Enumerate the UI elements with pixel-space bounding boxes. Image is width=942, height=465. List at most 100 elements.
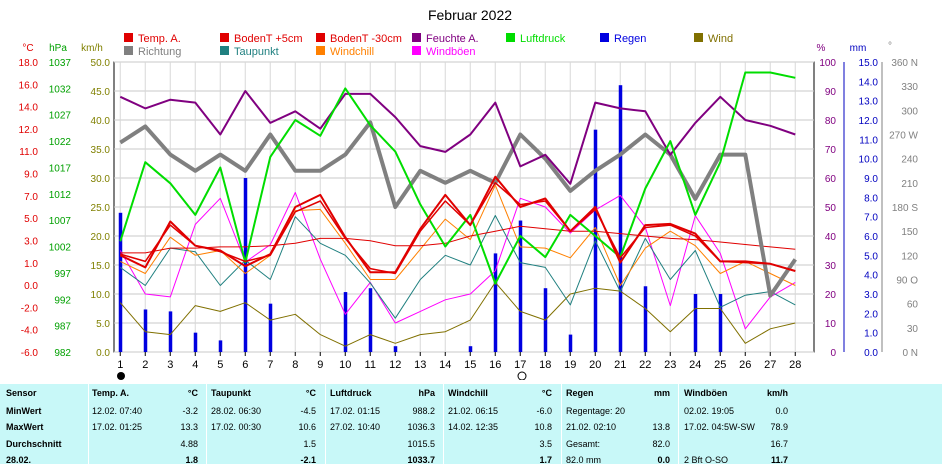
x-tick-label: 24 — [689, 359, 701, 371]
table-value-right: 0.0 — [775, 406, 788, 416]
pressure-axis-unit: hPa — [49, 43, 67, 54]
direction-tick-label: 150 — [901, 227, 918, 238]
x-tick-label: 6 — [242, 359, 248, 371]
direction-axis-unit: ° — [888, 41, 892, 52]
table-value-right: 1.8 — [185, 455, 198, 465]
table-value-right: 1.7 — [539, 455, 552, 465]
legend-swatch — [124, 33, 133, 42]
pressure-tick-label: 987 — [54, 322, 71, 333]
table-row-label: Sensor — [6, 388, 37, 398]
rain-bar — [468, 346, 473, 352]
x-tick-label: 13 — [414, 359, 426, 371]
table-value-right: 4.88 — [180, 439, 198, 449]
direction-tick-label: 210 — [901, 179, 918, 190]
humidity-tick-label: 80 — [825, 116, 837, 127]
direction-tick-label: 270 W — [889, 131, 918, 142]
table-column-title: Windchill — [448, 388, 488, 398]
table-value-right: 0.0 — [657, 455, 670, 465]
legend-swatch — [316, 46, 325, 55]
rain-bar — [693, 294, 698, 352]
table-value-right: 11.7 — [770, 455, 788, 465]
series-line — [119, 90, 796, 185]
table-value-left: 28.02. 06:30 — [211, 406, 262, 416]
table-value-right: -2.1 — [300, 455, 316, 465]
x-tick-label: 17 — [514, 359, 526, 371]
legend-label: BodenT +5cm — [234, 33, 303, 45]
x-tick-label: 27 — [764, 359, 776, 371]
x-tick-label: 16 — [489, 359, 501, 371]
direction-tick-label: 60 — [907, 300, 919, 311]
legend-swatch — [412, 46, 421, 55]
legend-label: Richtung — [138, 46, 181, 58]
pressure-tick-label: 1007 — [49, 216, 72, 227]
temp-tick-label: -2.0 — [21, 303, 39, 314]
wind-tick-label: 45.0 — [91, 87, 111, 98]
table-value-left: 14.02. 12:35 — [448, 422, 499, 432]
temp-tick-label: 18.0 — [19, 58, 39, 69]
direction-tick-label: 30 — [907, 324, 919, 335]
wind-axis-unit: km/h — [81, 43, 103, 54]
table-value-right: 10.8 — [534, 422, 552, 432]
legend: Temp. A. BodenT +5cm BodenT -30cm Feuchte A… — [124, 33, 733, 58]
weather-chart: Februar 2022 Temp. A. BodenT +5cm BodenT -… — [18, 7, 919, 380]
rain-tick-label: 1.0 — [864, 329, 878, 340]
table-value-right: 10.6 — [298, 422, 316, 432]
direction-tick-label: 90 O — [896, 276, 918, 287]
table-value-left: 2 Bft O-SO — [684, 455, 729, 465]
series-lines — [119, 71, 797, 347]
rain-tick-label: 8.0 — [864, 193, 878, 204]
table-row-label: 28.02. — [6, 455, 32, 465]
table-row-label: MaxWert — [6, 422, 44, 432]
rain-bar — [193, 332, 198, 352]
table-column-title: Regen — [566, 388, 594, 398]
direction-tick-label: 120 — [901, 251, 918, 262]
table-column-unit: °C — [305, 388, 316, 398]
table-value-right: -4.5 — [300, 406, 316, 416]
humidity-tick-label: 100 — [819, 58, 836, 69]
temp-tick-label: -6.0 — [21, 348, 39, 359]
table-value-left: 21.02. 02:10 — [566, 422, 617, 432]
legend-swatch — [600, 33, 609, 42]
table-divider — [561, 384, 562, 464]
table-row-label: MinWert — [6, 406, 42, 416]
humidity-tick-label: 20 — [825, 290, 837, 301]
humidity-tick-label: 10 — [825, 319, 837, 330]
rain-tick-label: 7.0 — [864, 213, 878, 224]
x-tick-label: 25 — [714, 359, 726, 371]
table-value-right: 82.0 — [652, 439, 670, 449]
x-tick-label: 8 — [292, 359, 298, 371]
x-tick-label: 3 — [167, 359, 173, 371]
legend-label: Windböen — [426, 46, 476, 58]
table-value-right: 1036.3 — [407, 422, 435, 432]
series-line — [119, 71, 796, 285]
table-divider — [325, 384, 326, 464]
temp-tick-label: 7.0 — [24, 192, 38, 203]
legend-label: BodenT -30cm — [330, 33, 402, 45]
table-value-right: -6.0 — [536, 406, 552, 416]
x-tick-label: 22 — [639, 359, 651, 371]
legend-swatch — [506, 33, 515, 42]
table-value-right: -3.2 — [182, 406, 198, 416]
temp-tick-label: 9.0 — [24, 170, 38, 181]
rain-bar — [143, 309, 148, 352]
legend-label: Windchill — [330, 46, 374, 58]
table-value-left: 17.02. 04:5W-SW — [684, 422, 755, 432]
rain-bar — [168, 311, 173, 352]
wind-tick-label: 30.0 — [91, 174, 111, 185]
direction-tick-label: 300 — [901, 106, 918, 117]
table-value-left: 17.02. 01:25 — [92, 422, 143, 432]
wind-tick-label: 35.0 — [91, 145, 111, 156]
legend-swatch — [124, 46, 133, 55]
pressure-tick-label: 1037 — [49, 58, 72, 69]
rain-bar — [568, 334, 573, 352]
rain-tick-label: 15.0 — [859, 58, 879, 69]
rain-tick-label: 12.0 — [859, 116, 879, 127]
x-tick-label: 10 — [339, 359, 351, 371]
legend-label: Luftdruck — [520, 33, 566, 45]
humidity-tick-label: 30 — [825, 261, 837, 272]
direction-tick-label: 180 S — [892, 203, 918, 214]
temp-tick-label: 5.0 — [24, 214, 38, 225]
temp-tick-label: -4.0 — [21, 326, 39, 337]
rain-bar — [493, 253, 498, 352]
x-tick-label: 2 — [142, 359, 148, 371]
